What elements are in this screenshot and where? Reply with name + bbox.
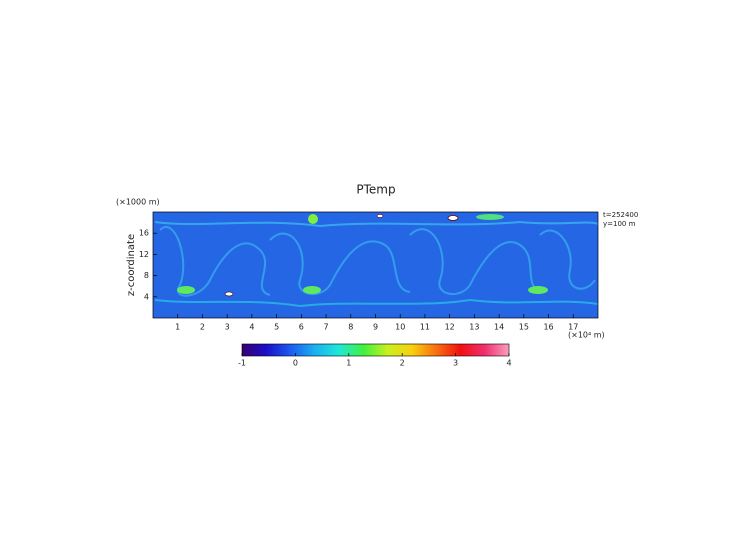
field-background bbox=[153, 212, 598, 318]
y-tick-label: 4 bbox=[144, 292, 149, 301]
colorbar-tick-label: 3 bbox=[453, 359, 458, 368]
x-tick-label: 13 bbox=[469, 323, 479, 332]
warm-patch bbox=[476, 214, 504, 220]
field bbox=[152, 211, 599, 319]
colorbar-tick-label: 1 bbox=[346, 359, 351, 368]
x-unit-label: (×10⁴ m) bbox=[568, 331, 605, 340]
x-tick-label: 9 bbox=[373, 323, 378, 332]
annotation: y=100 m bbox=[603, 220, 636, 228]
x-tick-label: 12 bbox=[445, 323, 455, 332]
colorbar-tick-label: 0 bbox=[293, 359, 298, 368]
warm-patch bbox=[177, 286, 195, 294]
x-tick-label: 14 bbox=[494, 323, 504, 332]
x-tick-label: 1 bbox=[175, 323, 180, 332]
x-tick-label: 4 bbox=[249, 323, 254, 332]
chart-title: PTemp bbox=[356, 183, 395, 197]
annotation: t=252400 bbox=[603, 211, 638, 219]
y-tick-label: 12 bbox=[139, 250, 149, 259]
hot-patch bbox=[376, 214, 384, 218]
x-tick-label: 15 bbox=[519, 323, 529, 332]
y-tick-label: 16 bbox=[139, 229, 149, 238]
x-tick-label: 16 bbox=[543, 323, 553, 332]
x-tick-label: 3 bbox=[225, 323, 230, 332]
y-axis-label: z-coordinate bbox=[126, 234, 137, 296]
warm-patch bbox=[303, 286, 321, 294]
colorbar-tick-label: 2 bbox=[400, 359, 405, 368]
x-tick-label: 7 bbox=[324, 323, 329, 332]
y-unit-label: (×1000 m) bbox=[116, 198, 160, 207]
x-tick-label: 11 bbox=[420, 323, 430, 332]
y-tick-label: 8 bbox=[144, 271, 149, 280]
hot-patch bbox=[447, 215, 459, 221]
x-tick-label: 5 bbox=[274, 323, 279, 332]
x-tick-label: 6 bbox=[299, 323, 304, 332]
colorbar-tick-label: 4 bbox=[506, 359, 511, 368]
colorbar bbox=[241, 343, 510, 357]
x-tick-label: 17 bbox=[568, 323, 578, 332]
x-tick-label: 8 bbox=[348, 323, 353, 332]
warm-patch bbox=[528, 286, 548, 294]
x-tick-label: 10 bbox=[395, 323, 405, 332]
x-tick-label: 2 bbox=[200, 323, 205, 332]
hot-patch bbox=[224, 291, 234, 297]
field-swirls bbox=[154, 220, 599, 308]
colorbar-tick-label: -1 bbox=[238, 359, 246, 368]
warm-patch bbox=[308, 214, 318, 224]
